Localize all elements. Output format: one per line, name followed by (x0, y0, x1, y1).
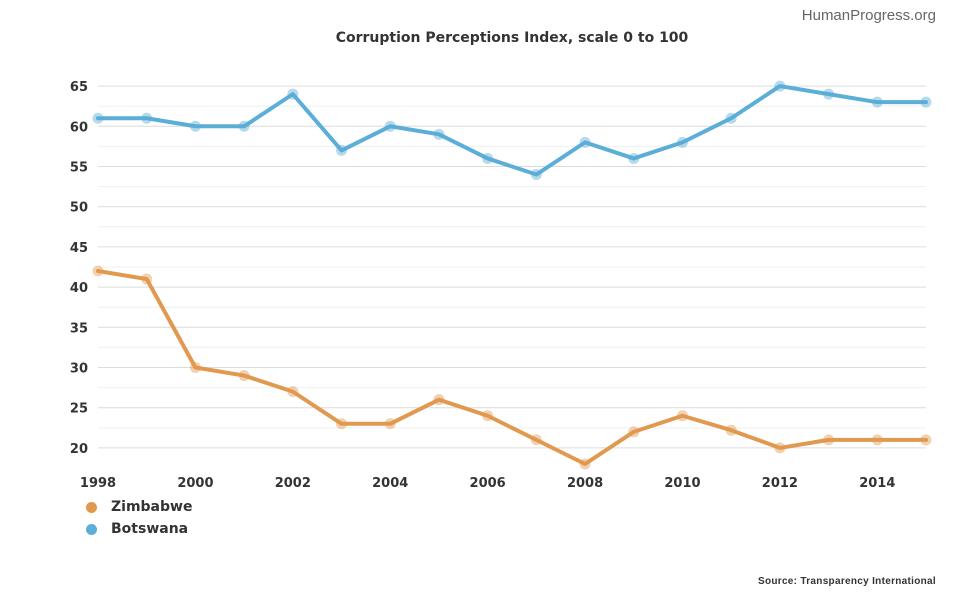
data-point-botswana[interactable] (628, 152, 640, 164)
y-axis-ticks: 20 25 30 35 40 45 50 55 60 65 (70, 80, 88, 457)
data-point-zimbabwe[interactable] (823, 434, 835, 446)
legend-marker-botswana (86, 523, 97, 535)
data-point-zimbabwe[interactable] (141, 273, 153, 285)
x-tick-label: 2010 (664, 476, 700, 491)
data-point-botswana[interactable] (823, 88, 835, 100)
data-point-zimbabwe[interactable] (628, 426, 640, 438)
data-point-botswana[interactable] (774, 80, 786, 92)
data-point-botswana[interactable] (238, 120, 250, 132)
y-tick-label: 50 (70, 201, 88, 216)
data-point-zimbabwe[interactable] (336, 418, 348, 430)
data-point-zimbabwe[interactable] (482, 410, 494, 422)
data-point-zimbabwe[interactable] (725, 424, 737, 436)
x-tick-label: 2008 (567, 476, 603, 491)
data-point-zimbabwe[interactable] (871, 434, 883, 446)
data-point-zimbabwe[interactable] (92, 265, 104, 277)
data-point-zimbabwe[interactable] (530, 434, 542, 446)
y-tick-label: 25 (70, 402, 88, 417)
data-point-zimbabwe[interactable] (676, 410, 688, 422)
source-text: Source: Transparency International (757, 576, 936, 587)
y-tick-label: 55 (70, 160, 88, 175)
x-tick-label: 2006 (470, 476, 506, 491)
y-tick-label: 45 (70, 241, 88, 256)
x-tick-label: 2000 (177, 476, 213, 491)
data-point-zimbabwe[interactable] (433, 394, 445, 406)
data-point-zimbabwe[interactable] (189, 362, 201, 374)
series-group (92, 80, 932, 470)
data-point-zimbabwe[interactable] (774, 442, 786, 454)
chart-title: Corruption Perceptions Index, scale 0 to… (335, 30, 689, 46)
legend-label-zimbabwe: Zimbabwe (111, 499, 193, 515)
data-point-botswana[interactable] (92, 112, 104, 124)
credit-text: HumanProgress.org (801, 7, 936, 24)
x-tick-label: 1998 (80, 476, 116, 491)
data-point-botswana[interactable] (482, 152, 494, 164)
legend-marker-zimbabwe (86, 501, 97, 513)
x-tick-label: 2014 (859, 476, 895, 491)
x-axis-ticks: 1998 2000 2002 2004 2006 2008 2010 2012 2014 (80, 476, 895, 491)
legend-item-zimbabwe[interactable]: Zimbabwe (86, 496, 192, 518)
y-tick-label: 60 (70, 120, 88, 135)
data-point-botswana[interactable] (433, 128, 445, 140)
series-line-zimbabwe[interactable] (96, 269, 928, 466)
data-point-botswana[interactable] (725, 112, 737, 124)
legend-item-botswana[interactable]: Botswana (86, 518, 192, 540)
data-point-botswana[interactable] (530, 169, 542, 181)
data-point-botswana[interactable] (336, 144, 348, 156)
series-line-botswana[interactable] (96, 84, 928, 177)
x-tick-label: 2004 (372, 476, 408, 491)
grid-lines (98, 85, 926, 449)
data-point-botswana[interactable] (287, 88, 299, 100)
data-point-botswana[interactable] (676, 136, 688, 148)
y-tick-label: 35 (70, 321, 88, 336)
data-point-zimbabwe[interactable] (579, 458, 591, 470)
data-point-botswana[interactable] (141, 112, 153, 124)
legend-label-botswana: Botswana (111, 521, 189, 537)
data-point-botswana[interactable] (189, 120, 201, 132)
legend: Zimbabwe Botswana (86, 496, 192, 540)
data-point-zimbabwe[interactable] (238, 370, 250, 382)
data-point-botswana[interactable] (384, 120, 396, 132)
y-tick-label: 20 (70, 442, 88, 457)
data-point-zimbabwe[interactable] (384, 418, 396, 430)
y-tick-label: 65 (70, 80, 88, 95)
data-point-botswana[interactable] (920, 96, 932, 108)
y-tick-label: 40 (70, 281, 88, 296)
x-tick-label: 2012 (762, 476, 798, 491)
data-point-botswana[interactable] (579, 136, 591, 148)
y-tick-label: 30 (70, 362, 88, 377)
data-point-botswana[interactable] (871, 96, 883, 108)
data-point-zimbabwe[interactable] (287, 386, 299, 398)
data-point-zimbabwe[interactable] (920, 434, 932, 446)
x-tick-label: 2002 (275, 476, 311, 491)
